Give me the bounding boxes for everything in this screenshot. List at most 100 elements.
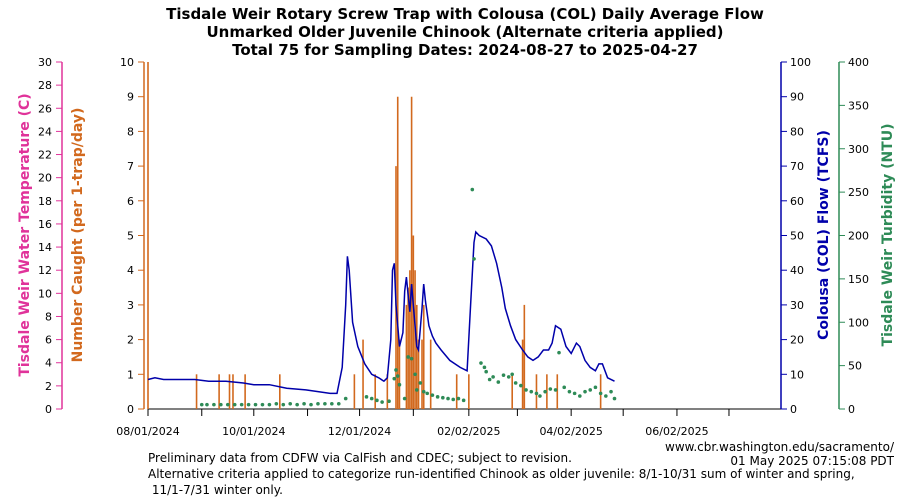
turbidity-axis-tick-label: 200 xyxy=(848,230,869,243)
catch-axis-tick-label: 1 xyxy=(127,368,134,381)
turbidity-point xyxy=(456,396,461,401)
x-tick-label: 06/02/2025 xyxy=(645,425,708,438)
turbidity-point xyxy=(402,396,407,401)
footnote-2: Alternative criteria applied to categori… xyxy=(148,467,855,481)
temperature-axis-tick-label: 10 xyxy=(38,287,52,300)
title-line-1: Tisdale Weir Rotary Screw Trap with Colo… xyxy=(166,5,764,23)
footnotes: Preliminary data from CDFW via CalFish a… xyxy=(148,451,855,497)
turbidity-point xyxy=(435,395,440,399)
turbidity-point xyxy=(484,369,488,374)
catch-axis-tick-label: 9 xyxy=(127,91,134,104)
footnote-3: 11/1-7/31 winter only. xyxy=(148,483,283,497)
temperature-axis-tick-label: 8 xyxy=(45,310,52,323)
catch-axis-tick-label: 8 xyxy=(127,125,134,138)
title-line-2: Unmarked Older Juvenile Chinook (Alterna… xyxy=(206,23,723,41)
turbidity-point xyxy=(470,187,475,192)
turbidity-point xyxy=(482,365,487,370)
temperature-axis-tick-label: 0 xyxy=(45,403,52,416)
x-tick-label: 10/01/2024 xyxy=(222,425,285,438)
temperature-axis-tick-label: 16 xyxy=(38,218,52,231)
flow-axis-tick-label: 20 xyxy=(790,334,804,347)
turbidity-point xyxy=(553,388,558,392)
flow-axis-tick-label: 70 xyxy=(790,160,804,173)
turbidity-point xyxy=(548,387,553,391)
turbidity-point xyxy=(501,373,506,377)
turbidity-point xyxy=(199,402,204,407)
turbidity-point xyxy=(506,375,511,379)
turbidity-point xyxy=(219,402,223,407)
flow-axis-tick-label: 50 xyxy=(790,230,804,243)
turbidity-point xyxy=(267,402,272,407)
turbidity-point xyxy=(510,372,514,377)
turbidity-point xyxy=(330,401,334,406)
turbidity-point xyxy=(496,380,501,384)
turbidity-point xyxy=(288,401,293,406)
temperature-axis-tick-label: 24 xyxy=(38,125,52,138)
temperature-axis-tick-label: 18 xyxy=(38,195,52,208)
plot-area: 08/01/2024 10/01/2024 12/01/2024 02/02/2025… xyxy=(38,56,869,438)
temperature-axis-tick-label: 12 xyxy=(38,264,52,277)
temperature-axis-tick-label: 26 xyxy=(38,102,52,115)
catch-axis-tick-label: 2 xyxy=(127,334,134,347)
flow-axis-tick-label: 0 xyxy=(790,403,797,416)
temperature-axis-tick-label: 22 xyxy=(38,149,52,162)
flow-axis-tick-label: 90 xyxy=(790,91,804,104)
source-info: www.cbr.washington.edu/sacramento/ 01 Ma… xyxy=(665,440,895,468)
turbidity-point xyxy=(395,374,400,378)
flow-axis-label: Colousa (COL) Flow (TCFS) xyxy=(816,130,832,340)
flow-axis-tick-label: 100 xyxy=(790,56,811,69)
source-timestamp: 01 May 2025 07:15:08 PDT xyxy=(730,454,894,468)
temperature-axis-tick-label: 14 xyxy=(38,241,52,254)
flow-axis-tick-label: 60 xyxy=(790,195,804,208)
turbidity-point xyxy=(430,393,435,397)
x-tick-label: 12/01/2024 xyxy=(328,425,391,438)
temperature-axis-tick-label: 30 xyxy=(38,56,52,69)
turbidity-axis-tick-label: 0 xyxy=(848,403,855,416)
turbidity-point xyxy=(397,382,402,387)
turbidity-point xyxy=(461,398,466,403)
turbidity-point xyxy=(225,402,230,407)
catch-axis-tick-label: 4 xyxy=(127,264,134,277)
flow-axis-tick-label: 80 xyxy=(790,125,804,138)
turbidity-point xyxy=(295,402,299,407)
source-url: www.cbr.washington.edu/sacramento/ xyxy=(665,440,895,454)
turbidity-point xyxy=(406,355,410,359)
turbidity-point xyxy=(588,388,593,392)
turbidity-point xyxy=(392,376,397,381)
turbidity-point xyxy=(232,402,237,407)
turbidity-axis-tick-label: 100 xyxy=(848,316,869,329)
turbidity-point xyxy=(336,401,341,406)
turbidity-point xyxy=(534,391,539,396)
turbidity-point xyxy=(538,394,542,398)
turbidity-point xyxy=(441,395,445,400)
temperature-axis-tick-label: 20 xyxy=(38,172,52,185)
chart-title: Tisdale Weir Rotary Screw Trap with Colo… xyxy=(166,5,764,59)
turbidity-point xyxy=(309,402,313,407)
turbidity-point xyxy=(529,389,534,394)
turbidity-axis-label: Tisdale Weir Turbidity (NTU) xyxy=(880,124,896,347)
turbidity-point xyxy=(572,391,577,396)
flow-axis-tick-label: 40 xyxy=(790,264,804,277)
temperature-axis-tick-label: 28 xyxy=(38,79,52,92)
turbidity-point xyxy=(413,372,417,377)
turbidity-point xyxy=(281,402,286,407)
turbidity-point xyxy=(604,394,608,398)
turbidity-point xyxy=(472,257,476,261)
temperature-axis-tick-label: 2 xyxy=(45,380,52,393)
turbidity-point xyxy=(598,391,603,396)
turbidity-point xyxy=(583,389,587,394)
turbidity-point xyxy=(612,396,617,401)
turbidity-axis-tick-label: 250 xyxy=(848,186,869,199)
turbidity-point xyxy=(205,402,209,407)
turbidity-point xyxy=(302,401,306,406)
turbidity-point xyxy=(479,361,483,365)
title-line-3: Total 75 for Sampling Dates: 2024-08-27 … xyxy=(232,41,698,59)
turbidity-point xyxy=(253,402,258,407)
turbidity-point xyxy=(425,391,430,396)
temperature-axis-tick-label: 4 xyxy=(45,357,52,370)
turbidity-point xyxy=(375,398,379,403)
turbidity-point xyxy=(369,396,374,401)
catch-axis-label: Number Caught (per 1-trap/day) xyxy=(70,108,86,363)
turbidity-point xyxy=(260,402,265,407)
